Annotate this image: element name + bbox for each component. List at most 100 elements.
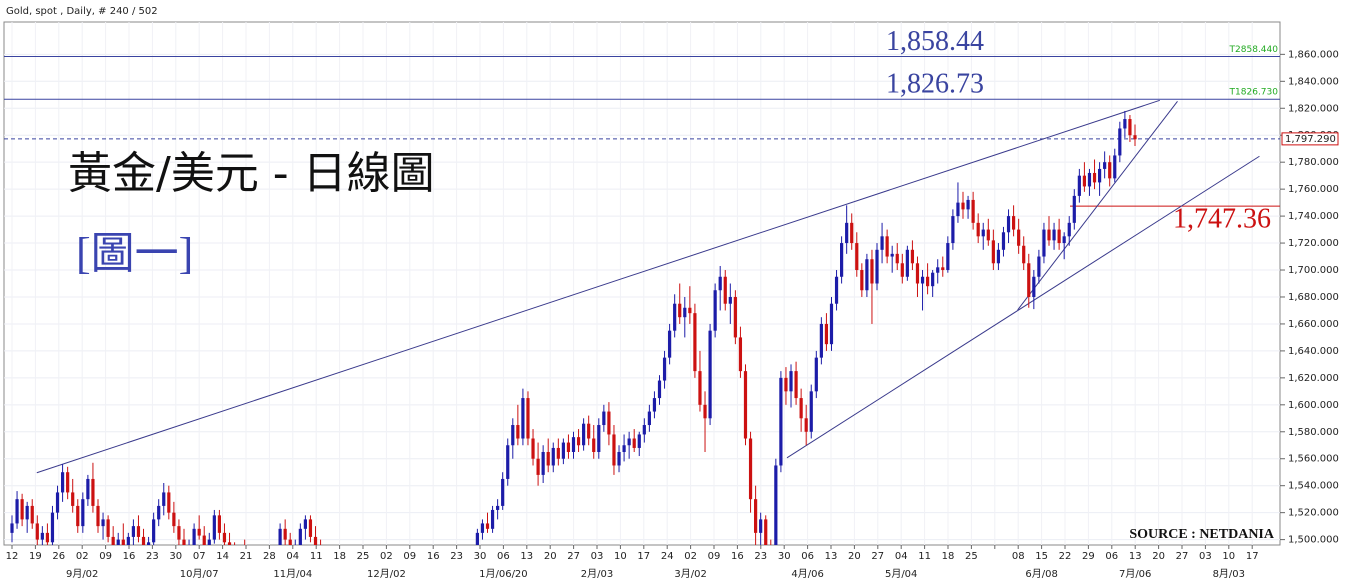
- month-label: 4月/06: [791, 568, 823, 580]
- month-label: 8月/03: [1213, 568, 1245, 580]
- candle-body: [1113, 155, 1117, 179]
- trendline: [36, 99, 1160, 474]
- candle-body: [723, 276, 727, 304]
- x-tick-label: 09: [99, 551, 112, 562]
- candle-body: [925, 276, 930, 287]
- candle-body: [1052, 229, 1056, 241]
- candle-body: [1032, 276, 1036, 297]
- candle-body: [668, 330, 672, 358]
- candle-body: [25, 505, 29, 520]
- candle-body: [961, 202, 965, 210]
- candle-body: [1001, 232, 1006, 250]
- candle-body: [126, 536, 130, 545]
- candle-body: [809, 391, 813, 432]
- x-tick-label: 27: [871, 551, 884, 562]
- month-label: 6月/08: [1025, 568, 1057, 580]
- candle-body: [1047, 229, 1051, 241]
- x-tick-label: 04: [895, 551, 908, 562]
- month-label: 9月/02: [66, 568, 98, 580]
- candle-body: [1072, 195, 1076, 223]
- month-label: 3月/02: [674, 568, 706, 580]
- candle-body: [298, 528, 302, 545]
- candle-body: [582, 423, 586, 446]
- candle-body: [20, 499, 24, 520]
- x-tick-label: 30: [474, 551, 487, 562]
- candle-body: [652, 398, 657, 412]
- candle-body: [172, 512, 176, 527]
- candle-body: [303, 519, 307, 529]
- chart-header: Gold, spot , Daily, # 240 / 502: [6, 6, 158, 17]
- candle-body: [1108, 162, 1112, 179]
- candle-body: [850, 222, 854, 244]
- candle-body: [754, 499, 758, 533]
- candle-body: [278, 528, 282, 545]
- candle-body: [764, 519, 768, 545]
- candle-body: [313, 536, 318, 545]
- candle-body: [182, 539, 186, 545]
- candle-body: [536, 458, 540, 475]
- candle-body: [673, 303, 677, 331]
- candle-body: [713, 290, 717, 331]
- candle-body: [840, 243, 844, 277]
- candle-body: [698, 371, 702, 405]
- y-tick-label: 1,520.000: [1288, 508, 1339, 519]
- candle-body: [516, 425, 520, 439]
- candle-body: [40, 532, 44, 540]
- x-tick-label: 11: [918, 551, 931, 562]
- x-tick-label: 16: [123, 551, 136, 562]
- candle-body: [167, 492, 171, 513]
- candle-body: [192, 528, 196, 545]
- candle-body: [60, 472, 65, 493]
- x-tick-label: 21: [240, 551, 253, 562]
- candle-body: [55, 492, 60, 513]
- candle-body: [617, 451, 621, 466]
- source-note: SOURCE : NETDANIA: [1129, 527, 1275, 542]
- y-tick-label: 1,840.000: [1288, 76, 1339, 87]
- x-tick-label: 27: [567, 551, 580, 562]
- y-tick-label: 1,540.000: [1288, 481, 1339, 492]
- candle-body: [496, 505, 500, 510]
- candle-body: [146, 542, 151, 545]
- candle-body: [632, 438, 636, 448]
- x-tick-label: 06: [1105, 551, 1118, 562]
- candle-body: [627, 438, 631, 446]
- candle-body: [506, 445, 510, 479]
- candle-body: [177, 526, 181, 540]
- candle-body: [784, 377, 788, 392]
- x-tick-label: 18: [333, 551, 346, 562]
- candle-body: [1082, 175, 1087, 187]
- candle-body: [845, 222, 849, 244]
- x-tick-label: 17: [1246, 551, 1259, 562]
- candle-body: [1133, 135, 1137, 140]
- x-tick-label: 11: [310, 551, 323, 562]
- x-tick-label: 30: [169, 551, 182, 562]
- month-label: 11月/04: [273, 568, 312, 580]
- candle-body: [91, 478, 95, 506]
- x-tick-label: 23: [754, 551, 767, 562]
- candle-body: [222, 532, 227, 543]
- x-tick-label: 13: [520, 551, 533, 562]
- candle-body: [207, 539, 211, 545]
- candle-body: [1128, 119, 1132, 136]
- candle-body: [976, 222, 980, 237]
- candle-body: [637, 434, 641, 448]
- x-tick-label: 22: [1059, 551, 1072, 562]
- candle-body: [308, 519, 313, 537]
- month-label: 2月/03: [581, 568, 613, 580]
- candle-body: [1077, 175, 1081, 196]
- candle-body: [561, 442, 565, 459]
- candle-body: [531, 438, 535, 459]
- trendline: [786, 155, 1260, 459]
- x-tick-label: 02: [684, 551, 697, 562]
- candle-body: [642, 425, 646, 435]
- candle-body: [66, 472, 70, 493]
- x-tick-label: 13: [1129, 551, 1142, 562]
- candle-body: [743, 371, 748, 439]
- candle-body: [597, 425, 601, 452]
- candle-body: [526, 398, 530, 439]
- candle-body: [511, 425, 515, 446]
- candle-body: [157, 505, 161, 520]
- candle-body: [819, 323, 823, 358]
- candle-body: [1006, 216, 1011, 233]
- x-tick-label: 08: [1012, 551, 1025, 562]
